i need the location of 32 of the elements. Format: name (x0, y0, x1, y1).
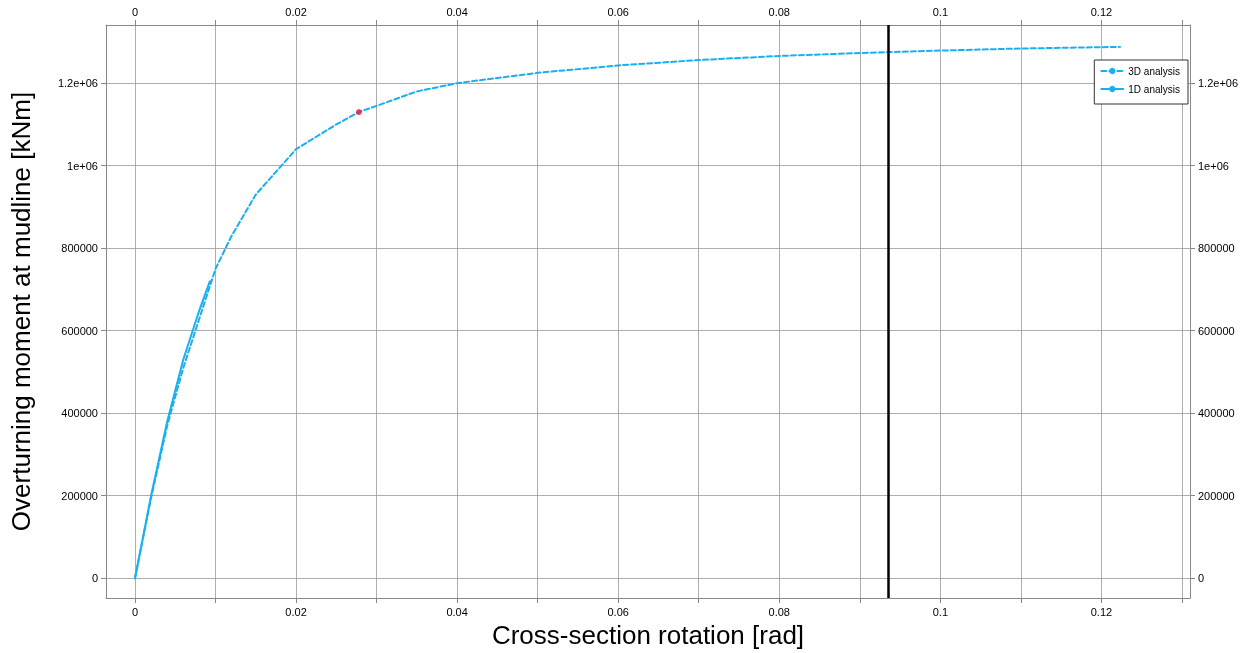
x-tick-label: 0.1 (932, 605, 948, 618)
y-tick-label: 800000 (61, 242, 98, 255)
x-tick-label: 0.04 (446, 605, 468, 618)
x2-tick-label: 0.1 (932, 5, 948, 18)
y2-tick-label: 200000 (1198, 489, 1235, 502)
y2-tick-label: 400000 (1198, 407, 1235, 420)
x2-tick-label: 0 (131, 5, 139, 18)
y-tick-label: 200000 (61, 489, 98, 502)
x2-tick-label: 0.04 (446, 5, 468, 18)
y-tick-label: 600000 (61, 324, 98, 337)
y-axis-title: Overturning moment at mudline [kNm] (6, 91, 36, 532)
x-tick-label: 0.12 (1090, 605, 1113, 618)
x2-tick-label: 0.08 (768, 5, 790, 18)
x2-tick-label: 0.06 (607, 5, 629, 18)
y-tick-label: 1e+06 (67, 159, 98, 172)
y2-tick-label: 600000 (1198, 324, 1235, 337)
y-tick-label: 400000 (61, 407, 98, 420)
y-tick-label: 0 (91, 572, 98, 585)
y-tick-label: 1.2e+06 (57, 77, 98, 90)
x2-tick-label: 0.12 (1090, 5, 1113, 18)
y2-tick-label: 1e+06 (1198, 159, 1229, 172)
x-tick-label: 0.08 (768, 605, 790, 618)
y2-tick-label: 0 (1198, 572, 1205, 585)
x-axis-title: Cross-section rotation [rad] (491, 620, 805, 650)
y2-tick-label: 800000 (1198, 242, 1235, 255)
legend-label: 3D analysis (1128, 65, 1181, 77)
x-tick-label: 0 (131, 605, 139, 618)
x-tick-label: 0.06 (607, 605, 629, 618)
x2-tick-label: 0.02 (285, 5, 307, 18)
y2-tick-label: 1.2e+06 (1198, 77, 1239, 90)
x-tick-label: 0.02 (285, 605, 307, 618)
legend-label: 1D analysis (1128, 83, 1181, 95)
